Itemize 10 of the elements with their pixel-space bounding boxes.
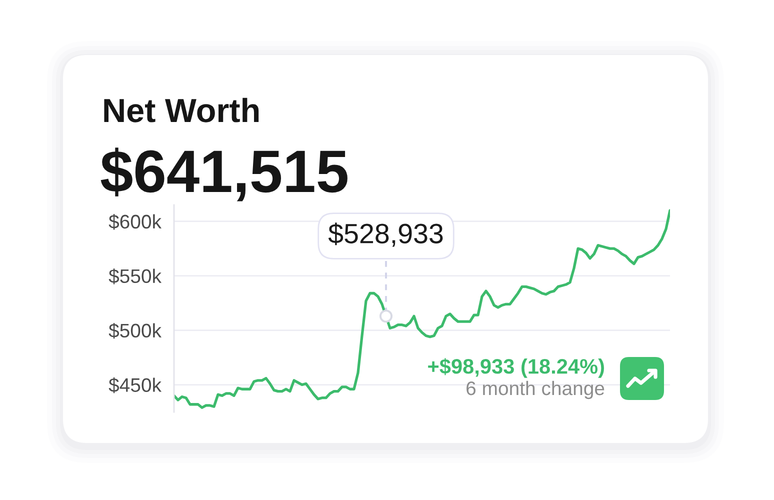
annotation: 6 month change [466, 380, 604, 400]
y-tick-label: $450k [108, 377, 162, 394]
y-tick-label: $600k [108, 214, 162, 230]
line-series [174, 209, 670, 409]
chart-subtitle: $641,515 [100, 148, 348, 202]
y-tick-label: $550k [108, 268, 162, 284]
annotation: +$98,933 (18.24%) [428, 358, 604, 378]
y-tick-label: $500k [108, 322, 162, 339]
annotation: $528,933 [328, 222, 443, 247]
chart-title: Net Worth [104, 98, 259, 122]
